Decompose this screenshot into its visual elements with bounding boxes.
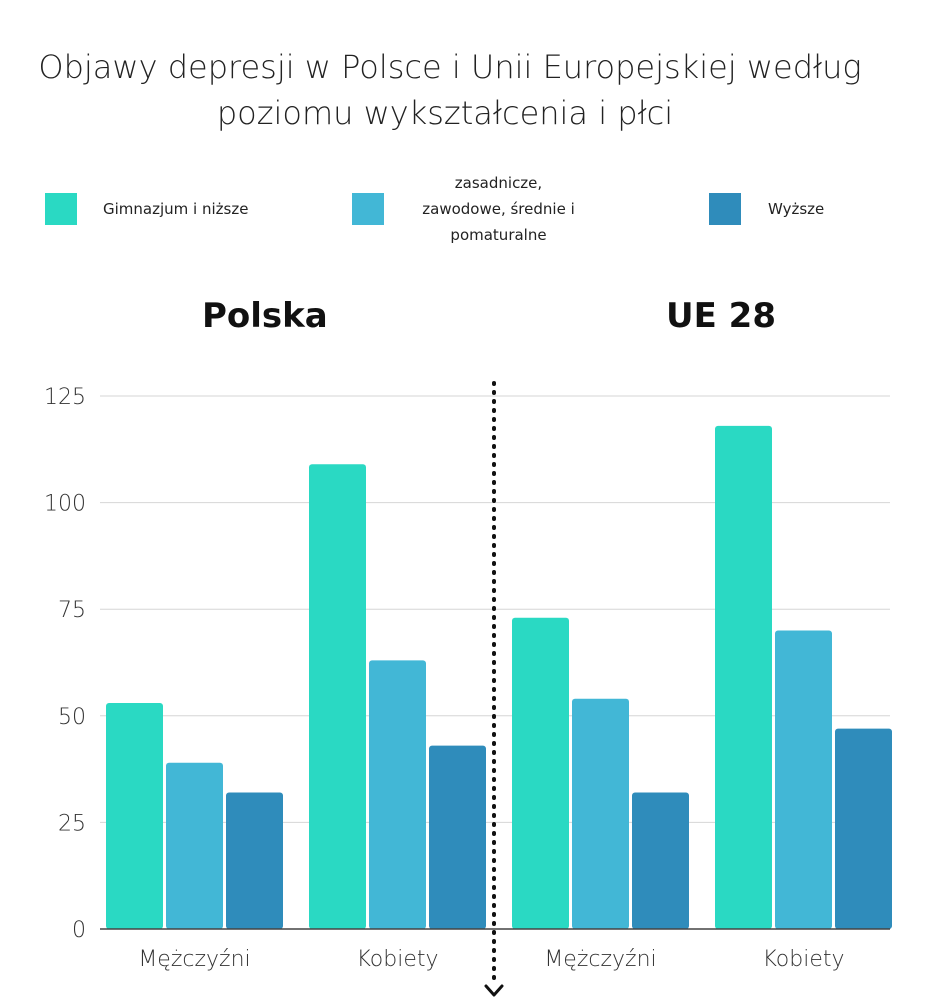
y-tick-label: 25 — [58, 811, 86, 836]
legend-swatch-wyzsze — [709, 193, 741, 225]
bar — [429, 745, 486, 929]
x-tick-label: Kobiety — [356, 947, 438, 972]
separator-arrow-icon — [484, 984, 504, 997]
bar — [369, 660, 426, 929]
legend-swatch-srednie — [352, 193, 384, 225]
bar — [106, 703, 163, 929]
y-tick-label: 100 — [44, 492, 86, 517]
legend-label-srednie: zasadnicze, zawodowe, średnie i pomatura… — [422, 174, 575, 244]
bar — [632, 792, 689, 929]
bar — [512, 617, 569, 929]
bar — [309, 464, 366, 929]
y-tick-label: 125 — [44, 385, 86, 410]
bar — [166, 762, 223, 929]
bar — [835, 728, 892, 929]
chart-title-line-1: Objawy depresji w Polsce i Unii Europejs… — [38, 48, 862, 86]
legend-swatch-gimnazjum — [45, 193, 77, 225]
x-tick-label: Kobiety — [762, 947, 844, 972]
chart-title-line-2: poziomu wykształcenia i płci — [216, 94, 674, 132]
bar — [226, 792, 283, 929]
bar — [572, 698, 629, 929]
y-tick-label: 0 — [72, 918, 86, 943]
legend-label-gimnazjum: Gimnazjum i niższe — [103, 200, 249, 218]
y-tick-label: 75 — [58, 598, 86, 623]
x-tick-label: Mężczyźni — [544, 947, 656, 972]
x-tick-label: Mężczyźni — [138, 947, 250, 972]
legend-label-wyzsze: Wyższe — [768, 200, 825, 218]
y-tick-label: 50 — [58, 705, 86, 730]
bar — [715, 425, 772, 929]
bar — [775, 630, 832, 929]
panel-title-polska: Polska — [202, 296, 328, 336]
panel-title-ue28: UE 28 — [666, 296, 776, 336]
